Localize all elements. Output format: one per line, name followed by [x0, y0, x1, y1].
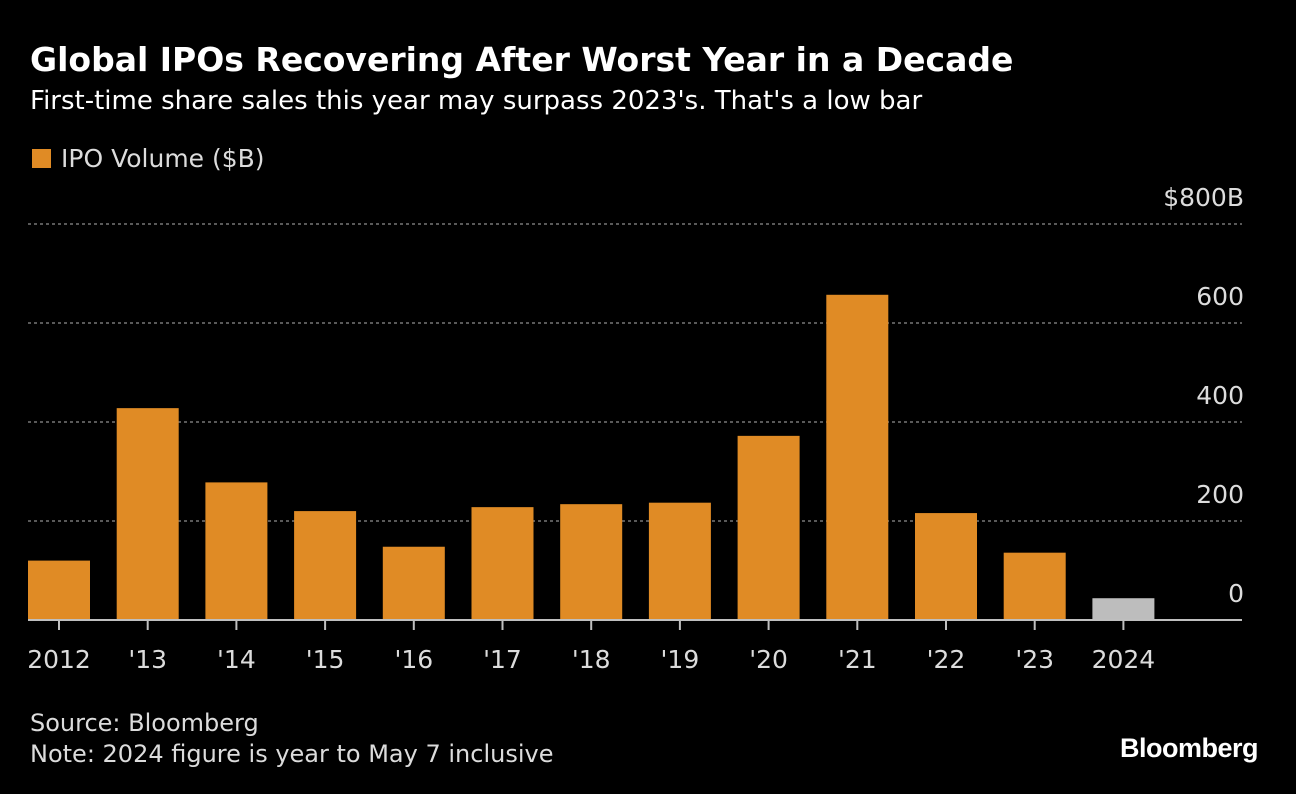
y-axis: 0 200 400 600 $800B	[1163, 183, 1244, 608]
bar	[382, 546, 445, 620]
chart-title: Global IPOs Recovering After Worst Year …	[30, 40, 1014, 79]
y-tick-label: 600	[1196, 282, 1244, 311]
bar	[294, 511, 357, 620]
x-tick-label: '20	[749, 645, 788, 674]
source-note: Source: Bloomberg	[30, 709, 259, 737]
x-tick-label: '22	[927, 645, 966, 674]
x-axis: 2012 '13 '14 '15 '16 '17 '18 '19 '20 '21 '22 '23 202…	[27, 619, 1242, 674]
y-tick-label: 200	[1196, 480, 1244, 509]
x-tick-label: '19	[661, 645, 700, 674]
bar	[471, 507, 534, 620]
x-tick-label: 2012	[27, 645, 91, 674]
y-tick-label: 400	[1196, 381, 1244, 410]
gridlines	[28, 223, 1242, 522]
x-tick-label: '21	[838, 645, 877, 674]
bar	[28, 560, 90, 620]
bar	[116, 408, 179, 620]
legend: IPO Volume ($B)	[32, 144, 265, 173]
bar	[648, 502, 711, 620]
x-tick-label: '23	[1015, 645, 1054, 674]
y-tick-label: $800B	[1163, 183, 1244, 212]
footnote: Note: 2024 figure is year to May 7 inclu…	[30, 740, 554, 768]
x-tick-label: 2024	[1092, 645, 1156, 674]
bar	[205, 482, 268, 620]
x-tick-label: '13	[128, 645, 167, 674]
bar	[915, 513, 977, 620]
bars	[28, 294, 1155, 620]
legend-label: IPO Volume ($B)	[61, 144, 265, 173]
bar	[737, 435, 800, 620]
chart-subtitle: First-time share sales this year may sur…	[30, 86, 923, 116]
bar	[560, 504, 623, 620]
x-tick-label: '18	[572, 645, 611, 674]
bar-chart: 2012 '13 '14 '15 '16 '17 '18 '19 '20 '21 '22 '23 202…	[27, 183, 1244, 674]
x-tick-label: '14	[217, 645, 256, 674]
bar	[1092, 598, 1155, 620]
x-tick-label: '17	[483, 645, 522, 674]
bar	[826, 294, 889, 620]
x-tick-label: '16	[394, 645, 433, 674]
bloomberg-logo: Bloomberg	[1119, 733, 1259, 763]
y-tick-label: 0	[1228, 579, 1244, 608]
legend-swatch	[32, 149, 51, 168]
x-tick-label: '15	[306, 645, 345, 674]
chart-footer: Source: Bloomberg Note: 2024 figure is y…	[30, 708, 553, 770]
bar	[1003, 552, 1066, 620]
